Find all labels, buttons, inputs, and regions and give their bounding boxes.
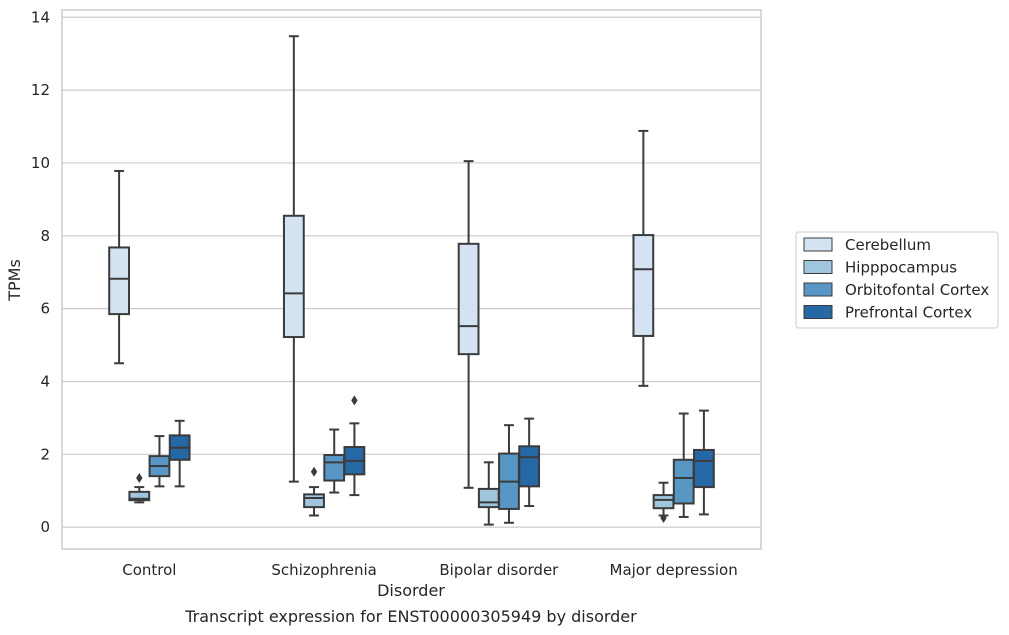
y-axis-ticks: 0 2 4 6 8 10 12 14 (31, 8, 50, 536)
box-hipppocampus (652, 481, 675, 524)
x-tick-label: Bipolar disorder (439, 561, 559, 579)
box-iqr (303, 493, 325, 509)
box-series (108, 35, 715, 526)
y-tick-label: 14 (31, 8, 50, 26)
legend-label: Cerebellum (845, 236, 931, 254)
box-iqr (632, 234, 655, 337)
box-orbitofontal-cortex (672, 412, 695, 518)
box-iqr (652, 494, 675, 510)
box-hipppocampus (128, 472, 151, 504)
box-hipppocampus (477, 461, 500, 526)
legend-swatch (803, 282, 833, 297)
box-orbitofontal-cortex (498, 424, 520, 524)
y-tick-label: 12 (31, 81, 50, 99)
box-prefrontal-cortex (518, 417, 541, 508)
legend-label: Hipppocampus (845, 259, 957, 277)
box-iqr (323, 454, 346, 482)
x-tick-label: Control (122, 561, 176, 579)
box-cerebellum (282, 35, 305, 483)
legend-frame (795, 231, 999, 329)
box-iqr (693, 448, 715, 489)
box-hipppocampus (303, 466, 325, 517)
outlier-point (136, 472, 143, 483)
y-tick-label: 4 (40, 372, 50, 390)
outlier-point (660, 513, 667, 524)
box-cerebellum (108, 169, 130, 365)
legend-swatch (803, 237, 833, 252)
x-tick-label: Major depression (610, 561, 738, 579)
box-orbitofontal-cortex (148, 435, 171, 488)
y-tick-label: 0 (40, 518, 50, 536)
y-tick-label: 2 (40, 445, 50, 463)
chart-title: Transcript expression for ENST0000030594… (184, 607, 637, 626)
legend-swatch (803, 305, 833, 319)
y-tick-label: 8 (40, 227, 50, 245)
outlier-point (310, 466, 318, 477)
box-cerebellum (632, 129, 655, 387)
gridlines (62, 16, 761, 528)
box-prefrontal-cortex (693, 409, 715, 516)
x-axis-ticks: Control Schizophrenia Bipolar disorder Majo… (122, 561, 737, 579)
box-iqr (282, 214, 305, 339)
box-iqr (457, 242, 480, 356)
box-iqr (128, 490, 151, 502)
box-iqr (518, 445, 541, 488)
box-iqr (672, 458, 695, 505)
legend: Cerebellum Hipppocampus Orbitofontal Corte… (795, 231, 999, 329)
y-axis-label: TPMs (5, 259, 24, 302)
box-cerebellum (457, 160, 480, 489)
x-axis-label: Disorder (377, 581, 445, 600)
box-orbitofontal-cortex (323, 428, 346, 494)
plot-area-frame (61, 9, 762, 550)
outlier-point (351, 395, 358, 406)
y-tick-label: 10 (31, 154, 50, 172)
x-tick-label: Schizophrenia (271, 561, 376, 579)
box-iqr (477, 487, 500, 509)
legend-label: Prefrontal Cortex (845, 304, 972, 322)
box-prefrontal-cortex (343, 395, 366, 497)
box-iqr (108, 246, 130, 316)
legend-label: Orbitofontal Cortex (845, 281, 989, 299)
box-prefrontal-cortex (168, 419, 191, 488)
legend-swatch (803, 260, 833, 274)
y-tick-label: 6 (40, 300, 50, 318)
